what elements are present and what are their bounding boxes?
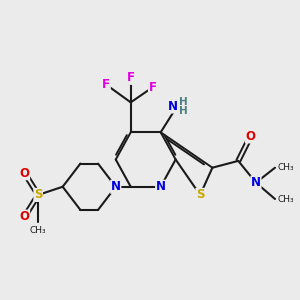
Text: CH₃: CH₃ <box>277 163 294 172</box>
Text: F: F <box>127 71 135 84</box>
Text: S: S <box>34 188 42 201</box>
Text: N: N <box>156 180 166 193</box>
Text: F: F <box>148 81 157 94</box>
Text: O: O <box>245 130 256 143</box>
Text: CH₃: CH₃ <box>277 194 294 203</box>
Text: H: H <box>178 97 188 106</box>
Text: N: N <box>111 180 121 193</box>
Text: H: H <box>178 106 188 116</box>
Text: CH₃: CH₃ <box>30 226 46 235</box>
Text: O: O <box>20 210 30 223</box>
Text: S: S <box>196 188 204 201</box>
Text: F: F <box>102 78 110 91</box>
Text: O: O <box>20 167 30 180</box>
Text: N: N <box>251 176 261 189</box>
Text: N: N <box>168 100 178 113</box>
